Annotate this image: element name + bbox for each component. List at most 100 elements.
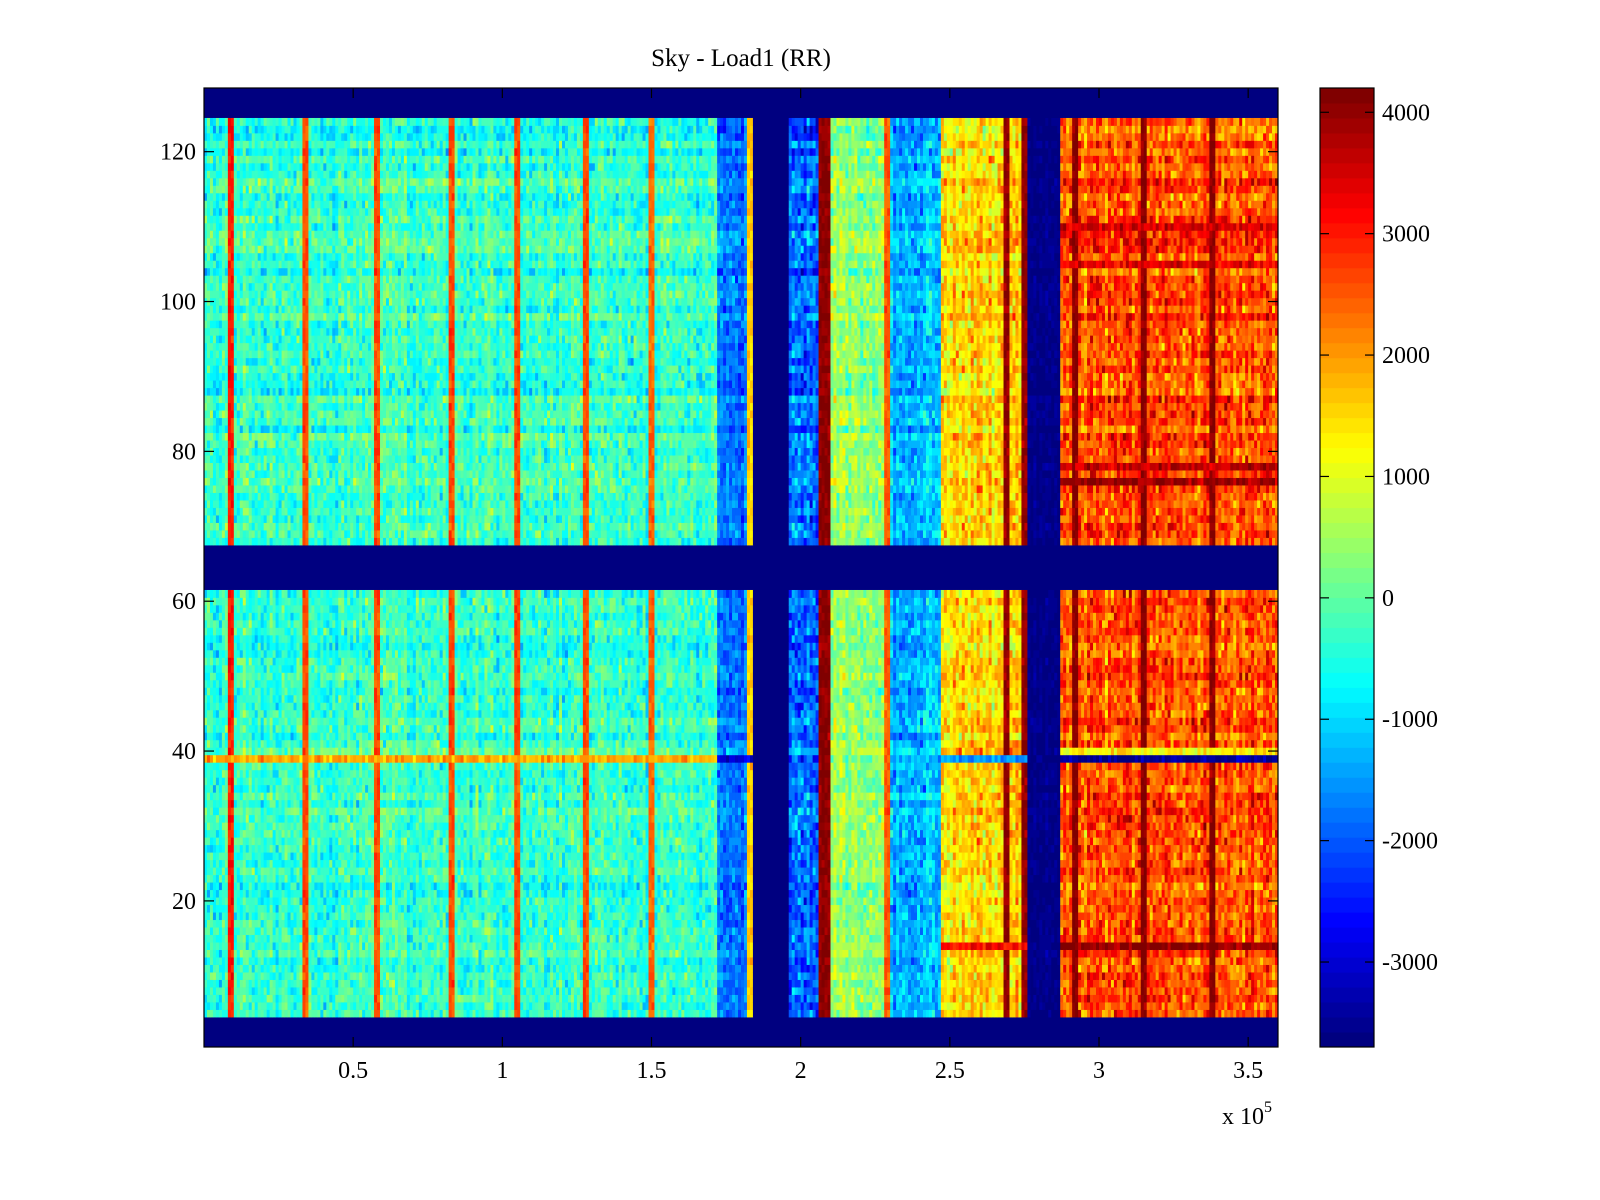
heatmap-cell	[237, 920, 240, 928]
heatmap-cell	[249, 770, 252, 778]
heatmap-cell	[213, 837, 216, 845]
heatmap-cell	[219, 155, 222, 163]
heatmap-cell	[276, 755, 279, 763]
heatmap-cell	[270, 155, 273, 163]
heatmap-cell	[252, 268, 255, 276]
heatmap-cell	[210, 627, 213, 635]
heatmap-cell	[302, 268, 305, 276]
heatmap-cell	[296, 590, 299, 598]
heatmap-cell	[288, 163, 291, 171]
heatmap-cell	[305, 755, 308, 763]
heatmap-cell	[255, 650, 258, 658]
heatmap-cell	[249, 193, 252, 201]
heatmap-cell	[249, 882, 252, 890]
heatmap-cell	[294, 343, 297, 351]
heatmap-cell	[243, 747, 246, 755]
heatmap-cell	[231, 762, 234, 770]
heatmap-cell	[294, 822, 297, 830]
heatmap-cell	[240, 732, 243, 740]
heatmap-cell	[207, 343, 210, 351]
heatmap-cell	[231, 927, 234, 935]
heatmap-cell	[261, 373, 264, 381]
heatmap-cell	[219, 343, 222, 351]
heatmap-cell	[237, 1010, 240, 1018]
heatmap-cell	[302, 935, 305, 943]
heatmap-cell	[252, 995, 255, 1003]
heatmap-cell	[291, 995, 294, 1003]
heatmap-cell	[222, 680, 225, 688]
heatmap-cell	[246, 500, 249, 508]
heatmap-cell	[261, 238, 264, 246]
heatmap-cell	[285, 650, 288, 658]
heatmap-cell	[213, 455, 216, 463]
heatmap-cell	[219, 965, 222, 973]
heatmap-cell	[291, 463, 294, 471]
heatmap-cell	[216, 920, 219, 928]
heatmap-cell	[219, 455, 222, 463]
heatmap-cell	[240, 373, 243, 381]
heatmap-cell	[225, 830, 228, 838]
heatmap-cell	[288, 590, 291, 598]
heatmap-cell	[273, 388, 276, 396]
heatmap-cell	[249, 275, 252, 283]
heatmap-cell	[237, 185, 240, 193]
heatmap-cell	[249, 657, 252, 665]
heatmap-cell	[219, 837, 222, 845]
heatmap-cell	[234, 912, 237, 920]
heatmap-cell	[285, 448, 288, 456]
heatmap-cell	[270, 695, 273, 703]
heatmap-cell	[288, 747, 291, 755]
heatmap-cell	[267, 672, 270, 680]
heatmap-cell	[299, 995, 302, 1003]
heatmap-cell	[243, 485, 246, 493]
heatmap-cell	[305, 710, 308, 718]
heatmap-cell	[276, 890, 279, 898]
heatmap-cell	[267, 687, 270, 695]
heatmap-cell	[294, 845, 297, 853]
heatmap-cell	[261, 193, 264, 201]
heatmap-cell	[252, 920, 255, 928]
heatmap-cell	[294, 830, 297, 838]
heatmap-cell	[285, 822, 288, 830]
heatmap-cell	[231, 965, 234, 973]
heatmap-cell	[213, 433, 216, 441]
heatmap-cell	[246, 463, 249, 471]
heatmap-cell	[228, 493, 231, 501]
heatmap-cell	[305, 822, 308, 830]
heatmap-cell	[207, 815, 210, 823]
heatmap-cell	[294, 710, 297, 718]
heatmap-cell	[219, 702, 222, 710]
heatmap-cell	[285, 635, 288, 643]
heatmap-cell	[222, 897, 225, 905]
heatmap-cell	[258, 860, 261, 868]
heatmap-cell	[267, 328, 270, 336]
heatmap-cell	[222, 695, 225, 703]
heatmap-cell	[264, 912, 267, 920]
heatmap-cell	[296, 140, 299, 148]
heatmap-cell	[291, 665, 294, 673]
heatmap-cell	[207, 118, 210, 126]
heatmap-cell	[225, 867, 228, 875]
heatmap-cell	[279, 642, 282, 650]
heatmap-cell	[225, 905, 228, 913]
heatmap-cell	[302, 950, 305, 958]
heatmap-cell	[243, 792, 246, 800]
heatmap-cell	[258, 920, 261, 928]
heatmap-cell	[219, 440, 222, 448]
heatmap-cell	[267, 170, 270, 178]
heatmap-cell	[231, 133, 234, 141]
heatmap-cell	[219, 290, 222, 298]
heatmap-cell	[285, 403, 288, 411]
heatmap-cell	[249, 425, 252, 433]
heatmap-cell	[216, 890, 219, 898]
heatmap-cell	[282, 687, 285, 695]
heatmap-cell	[255, 995, 258, 1003]
heatmap-cell	[276, 972, 279, 980]
heatmap-cell	[237, 410, 240, 418]
heatmap-cell	[305, 950, 308, 958]
heatmap-cell	[270, 837, 273, 845]
heatmap-cell	[255, 223, 258, 231]
heatmap-cell	[219, 320, 222, 328]
heatmap-cell	[207, 395, 210, 403]
heatmap-cell	[294, 530, 297, 538]
